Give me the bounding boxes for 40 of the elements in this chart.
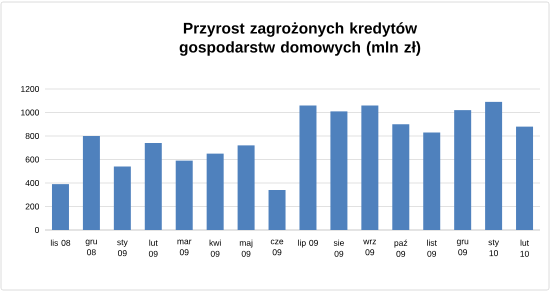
x-tick-label: sty 10 — [488, 240, 499, 256]
y-tick-label: 1000 — [21, 110, 40, 116]
x-tick-label: lut 09 — [148, 240, 158, 257]
bar — [485, 102, 502, 230]
x-tick-label: lip 09 — [298, 240, 318, 248]
bar — [299, 105, 316, 230]
bar — [52, 184, 69, 230]
x-tick-label: gru 09 — [456, 240, 468, 256]
x-tick-label: maj 09 — [240, 240, 252, 257]
x-tick-label: sie 09 — [334, 240, 344, 257]
x-tick-label: gru 08 — [86, 240, 97, 256]
bar — [238, 145, 255, 230]
bar — [206, 154, 224, 230]
x-tick-label: lut 10 — [520, 240, 529, 257]
bar — [516, 126, 534, 230]
bar — [268, 190, 286, 230]
y-tick-label: 400 — [25, 180, 40, 186]
bar — [330, 111, 348, 230]
x-tick-label: kwi 09 — [210, 240, 221, 257]
y-tick-label: 0 — [34, 227, 40, 233]
bar — [176, 160, 193, 230]
y-tick-label: 1200 — [21, 86, 40, 92]
x-tick-label: sty 09 — [117, 240, 128, 256]
y-tick-label: 600 — [26, 156, 40, 162]
x-tick-label: lis 08 — [50, 240, 70, 246]
x-tick-label: wrz 09 — [363, 240, 376, 256]
y-tick-label: 200 — [26, 204, 40, 210]
x-tick-label: paź 09 — [394, 240, 408, 257]
bar — [82, 136, 100, 230]
x-tick-label: list 09 — [427, 240, 437, 257]
bar — [423, 132, 440, 230]
bar — [144, 143, 162, 230]
bar — [392, 124, 410, 230]
bar — [114, 166, 131, 230]
x-tick-label: cze 09 — [270, 240, 284, 256]
y-tick-label: 800 — [26, 133, 40, 139]
bar — [454, 110, 472, 230]
x-tick-label: mar 09 — [177, 240, 192, 256]
chart-title: Przyrost zagrożonych kredytów gospodarstw domowych (mln zł) — [180, 22, 420, 56]
bar — [361, 105, 378, 230]
